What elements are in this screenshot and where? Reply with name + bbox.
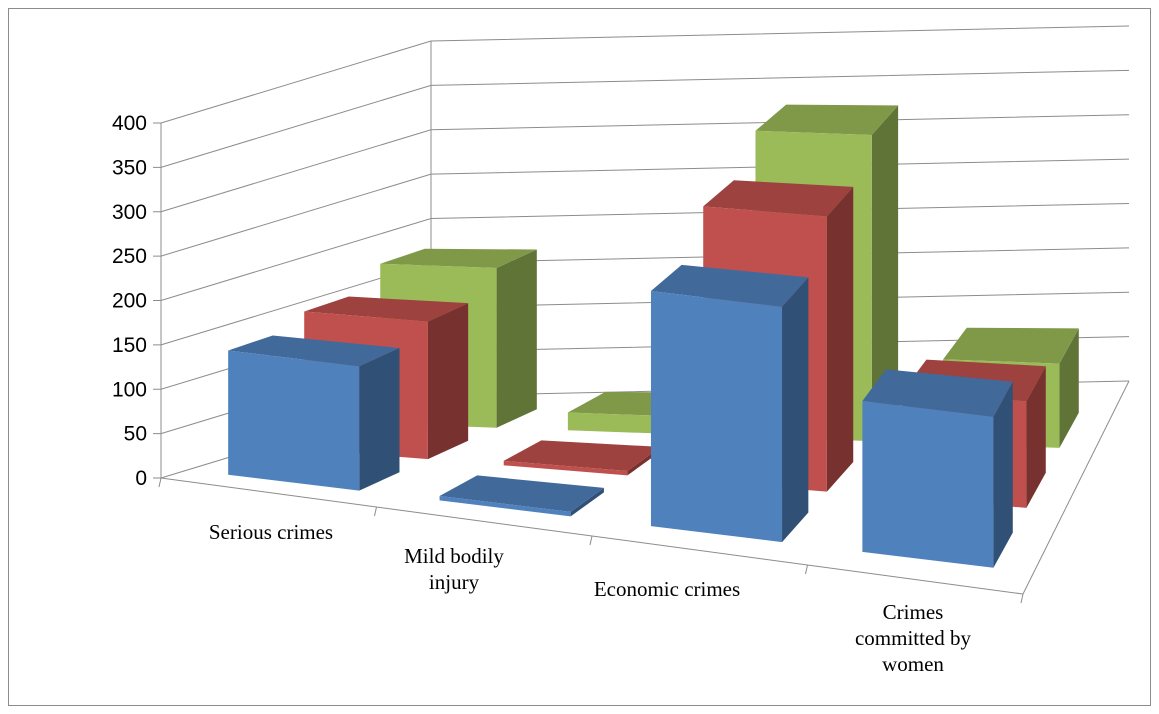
bar-top: [380, 248, 537, 268]
bar: [862, 369, 1013, 568]
bar-side: [782, 277, 809, 543]
y-tick-label: 200: [112, 290, 147, 313]
x-category-label: Serious crimes: [208, 520, 334, 544]
y-tick-label: 350: [112, 156, 147, 179]
bar-top: [503, 440, 661, 471]
x-tick-mark: [374, 506, 377, 517]
bar: [228, 335, 400, 491]
x-tick-mark: [589, 535, 593, 546]
y-tick-label: 250: [112, 245, 147, 268]
bar-front: [439, 495, 571, 517]
bar-top: [650, 264, 809, 307]
bar-top: [703, 180, 854, 217]
bar-side: [427, 303, 469, 460]
bar-front: [650, 290, 783, 543]
y-tick-label: 400: [112, 112, 147, 135]
bar-top: [228, 335, 400, 367]
gridline: [160, 25, 1130, 124]
gridline: [160, 69, 1130, 168]
bar: [503, 440, 661, 476]
bar-side: [871, 105, 899, 442]
bar-side: [1059, 328, 1079, 448]
bar-front: [228, 350, 360, 491]
y-tick-label: 50: [124, 423, 147, 446]
gridline: [160, 114, 1130, 213]
x-category-label: Crimes committed by women: [854, 600, 972, 676]
bar-side: [826, 186, 854, 492]
bar-side: [993, 381, 1013, 568]
x-category-label: Economic crimes: [593, 577, 741, 601]
y-tick-label: 0: [135, 467, 147, 490]
bar-top: [862, 369, 1013, 417]
bar-top: [943, 327, 1079, 364]
bar-front: [862, 400, 994, 568]
x-category-label: Mild bodily injury: [404, 544, 504, 594]
bar: [650, 264, 809, 543]
bar: [439, 475, 604, 517]
bar-top: [755, 104, 899, 135]
x-tick-mark: [158, 477, 162, 488]
x-tick-mark: [1020, 593, 1024, 604]
chart-frame: 0 50 100 150 200 250 300 350 400 Serious crimes M…: [8, 8, 1151, 706]
y-tick-label: 100: [112, 378, 147, 401]
gridline: [160, 203, 1130, 301]
bar-top: [304, 296, 469, 322]
floor-right-edge: [1022, 380, 1130, 595]
bar-top: [439, 475, 604, 512]
bar-front: [503, 460, 628, 476]
chart-plot: 0 50 100 150 200 250 300 350 400: [112, 25, 1130, 604]
bar-side: [1026, 366, 1046, 508]
bar-side: [496, 249, 537, 428]
bar-side: [570, 487, 604, 517]
bar-side: [359, 347, 400, 491]
x-tick-mark: [805, 564, 808, 575]
y-tick-label: 150: [112, 334, 147, 357]
y-tick-label: 300: [112, 201, 147, 224]
gridline: [160, 158, 1130, 257]
